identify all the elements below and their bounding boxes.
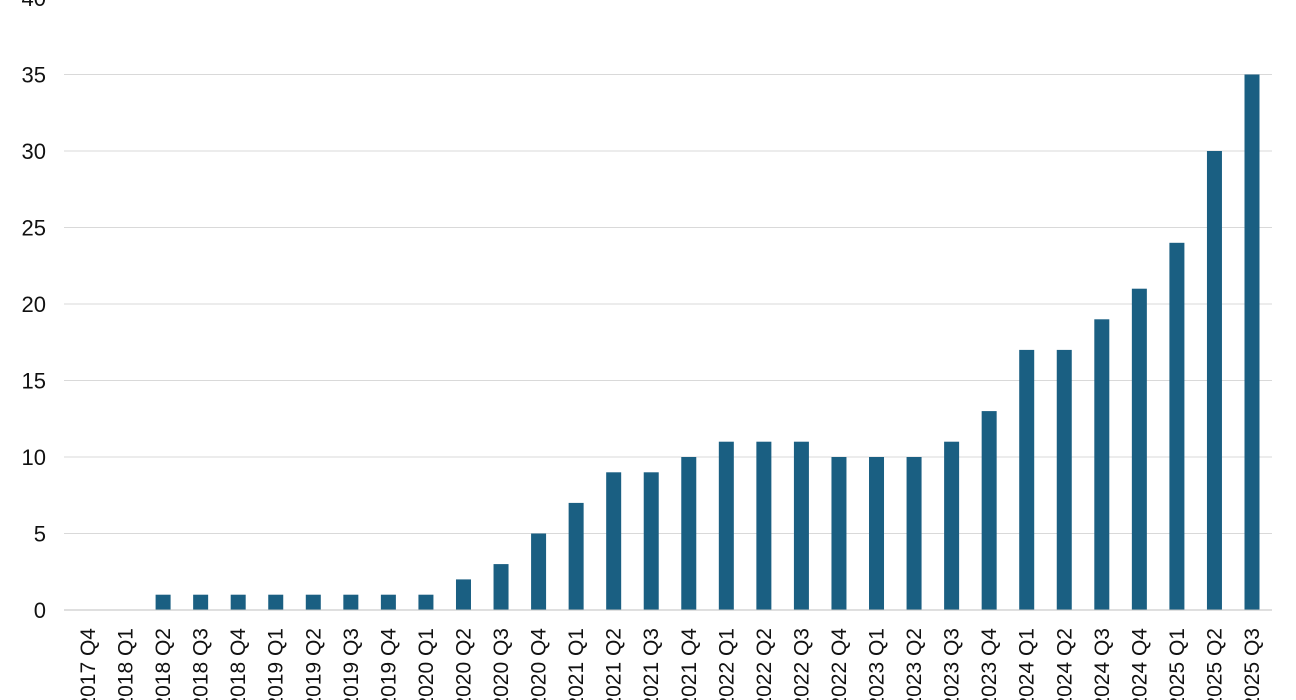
bar (1131, 288, 1147, 610)
bar (944, 441, 960, 610)
x-tick-label: 2018 Q1 (115, 628, 138, 700)
x-tick-label: 2021 Q1 (565, 628, 588, 700)
x-tick-label: 2020 Q4 (528, 628, 551, 700)
bar (1206, 151, 1222, 610)
x-tick-label: 2023 Q4 (978, 628, 1001, 700)
x-tick-label: 2025 Q1 (1166, 628, 1189, 700)
y-tick-label: 0 (34, 598, 46, 623)
bar (455, 579, 471, 610)
x-tick-label: 2019 Q1 (265, 628, 288, 700)
x-tick-label: 2024 Q2 (1053, 628, 1076, 700)
bar (1094, 319, 1110, 610)
x-tick-label: 2020 Q2 (452, 628, 475, 700)
y-tick-label: 35 (22, 63, 46, 88)
x-tick-label: 2021 Q3 (640, 628, 663, 700)
x-tick-label: 2023 Q3 (941, 628, 964, 700)
x-tick-label: 2021 Q4 (678, 628, 701, 700)
bar (305, 594, 321, 610)
bar (793, 441, 809, 610)
bar (193, 594, 209, 610)
y-tick-label: 5 (34, 522, 46, 547)
bar (1169, 242, 1185, 611)
x-tick-label: 2025 Q3 (1241, 628, 1264, 700)
bar (756, 441, 772, 610)
gridlines (64, 74, 1272, 534)
y-tick-label: 30 (22, 139, 46, 164)
x-tick-label: 2022 Q4 (828, 628, 851, 700)
bar (643, 472, 659, 610)
bar (869, 457, 885, 610)
bar (981, 411, 997, 610)
bar (343, 594, 359, 610)
bar (606, 472, 622, 610)
y-axis-tick-labels: 0 5 10 15 20 25 30 35 40 (22, 0, 46, 623)
bar (268, 594, 284, 610)
x-tick-label: 2023 Q2 (903, 628, 926, 700)
bar (418, 594, 434, 610)
x-tick-label: 2018 Q3 (190, 628, 213, 700)
x-tick-label: 2017 Q4 (77, 628, 100, 700)
bar (230, 594, 246, 610)
x-tick-label: 2023 Q1 (866, 628, 889, 700)
x-tick-label: 2019 Q2 (302, 628, 325, 700)
bar (1056, 349, 1072, 610)
x-tick-label: 2021 Q2 (603, 628, 626, 700)
bar (380, 594, 396, 610)
bar (155, 594, 171, 610)
bar (493, 564, 509, 610)
y-tick-label: 10 (22, 445, 46, 470)
y-tick-label: 40 (22, 0, 46, 11)
y-tick-label: 20 (22, 292, 46, 317)
y-tick-label: 15 (22, 369, 46, 394)
x-tick-label: 2022 Q3 (790, 628, 813, 700)
x-tick-label: 2019 Q4 (377, 628, 400, 700)
bar (906, 457, 922, 610)
bar (831, 457, 847, 610)
x-tick-label: 2022 Q1 (715, 628, 738, 700)
bar (1244, 74, 1260, 610)
x-tick-label: 2020 Q1 (415, 628, 438, 700)
bar (681, 457, 697, 610)
bar (568, 502, 584, 610)
x-tick-label: 2018 Q2 (152, 628, 175, 700)
y-tick-label: 25 (22, 216, 46, 241)
x-tick-label: 2024 Q1 (1016, 628, 1039, 700)
bar (718, 441, 734, 610)
x-tick-label: 2022 Q2 (753, 628, 776, 700)
bar (531, 533, 547, 610)
x-axis-category-labels: 2017 Q4 2018 Q1 2018 Q2 2018 Q3 2018 Q4 2019 … (77, 628, 1264, 700)
x-tick-label: 2018 Q4 (227, 628, 250, 700)
x-tick-label: 2020 Q3 (490, 628, 513, 700)
x-tick-label: 2025 Q2 (1203, 628, 1226, 700)
bar (1019, 349, 1035, 610)
bars (155, 74, 1260, 611)
x-tick-label: 2024 Q4 (1128, 628, 1151, 700)
x-tick-label: 2019 Q3 (340, 628, 363, 700)
x-tick-label: 2024 Q3 (1091, 628, 1114, 700)
